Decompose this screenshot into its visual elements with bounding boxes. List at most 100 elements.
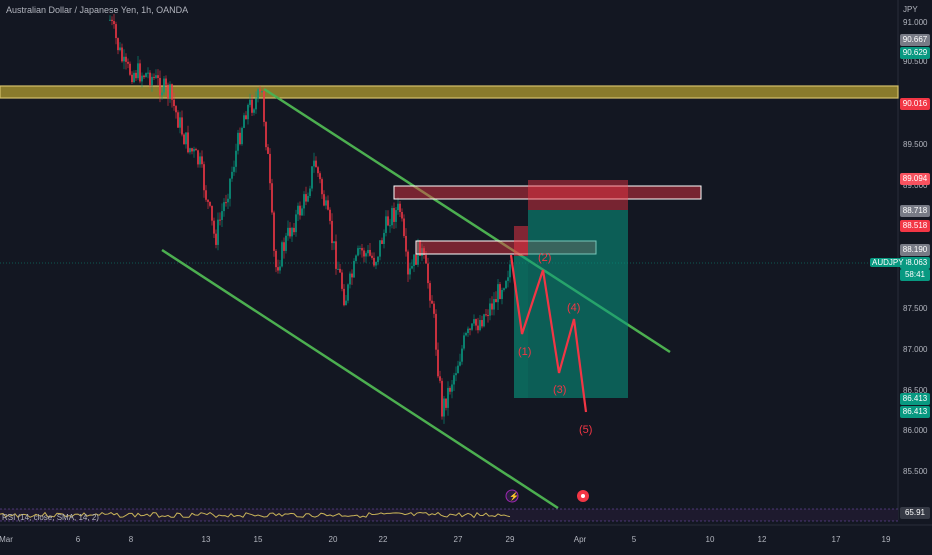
- candle-body: [311, 166, 313, 189]
- candle-body: [317, 167, 319, 174]
- candle-body: [355, 255, 357, 261]
- symbol-badge[interactable]: AUDJPY: [870, 258, 906, 267]
- lightning-event-icon[interactable]: [505, 489, 519, 503]
- candle-body: [331, 220, 333, 244]
- candle-body: [225, 202, 227, 204]
- price-tag: 86.413: [900, 393, 930, 405]
- candle-body: [285, 235, 287, 251]
- x-tick: 22: [378, 535, 388, 544]
- candle-body: [345, 300, 347, 306]
- candle-body: [155, 75, 157, 78]
- candle-body: [279, 266, 281, 271]
- wave-label-1: (1): [518, 346, 532, 358]
- x-tick: 5: [631, 535, 637, 544]
- candle-body: [423, 248, 425, 255]
- resistance-zone[interactable]: [0, 85, 899, 99]
- candle-body: [403, 218, 405, 236]
- candle-body: [495, 299, 497, 303]
- candle-body: [303, 194, 305, 209]
- candle-body: [265, 121, 267, 148]
- candle-body: [327, 200, 329, 210]
- y-tick: 91.000: [903, 18, 928, 27]
- candle-body: [237, 132, 239, 151]
- candle-body: [195, 149, 197, 151]
- candle-body: [141, 75, 143, 82]
- candle-body: [339, 268, 341, 273]
- candle-body: [213, 220, 215, 234]
- x-tick: 20: [328, 535, 338, 544]
- candle-body: [233, 166, 235, 172]
- candle-body: [483, 314, 485, 327]
- economic-event-dot-icon: [581, 494, 585, 498]
- candle-body: [457, 365, 459, 374]
- candle-body: [239, 132, 241, 145]
- price-tag: 88.718: [900, 205, 930, 217]
- x-tick: Apr: [573, 535, 587, 544]
- currency-label: JPY: [903, 5, 918, 14]
- x-tick: 6: [75, 535, 81, 544]
- x-tick: 27: [453, 535, 463, 544]
- candle-body: [461, 348, 463, 362]
- rsi-label[interactable]: RSI (14, close, SMA, 14, 2): [2, 513, 99, 522]
- candle-body: [305, 194, 307, 202]
- candle-body: [319, 173, 321, 180]
- price-tag: 89.094: [900, 173, 930, 185]
- y-tick: 87.500: [903, 304, 928, 313]
- candle-body: [343, 288, 345, 306]
- channel-lower-line[interactable]: [161, 248, 559, 510]
- candle-body: [493, 299, 495, 310]
- candle-body: [159, 77, 161, 96]
- candle-body: [145, 73, 147, 78]
- position-stop-zone[interactable]: [528, 180, 628, 210]
- elliott-wave-path[interactable]: [509, 254, 588, 413]
- candle-body: [419, 240, 421, 256]
- candle-body: [321, 179, 323, 195]
- candle-body: [427, 263, 429, 284]
- candle-body: [109, 19, 111, 21]
- x-tick: 10: [705, 535, 715, 544]
- candle-body: [185, 132, 187, 145]
- candle-body: [349, 273, 351, 285]
- price-tag: 88.063: [900, 257, 930, 269]
- candle-body: [129, 63, 131, 75]
- position-target-zone[interactable]: [528, 210, 628, 398]
- candle-body: [445, 398, 447, 408]
- candle-body: [453, 375, 455, 385]
- candle-body: [219, 219, 221, 221]
- candle-body: [203, 164, 205, 191]
- candle-body: [287, 227, 289, 236]
- candle-body: [499, 284, 501, 299]
- position2-stop-zone[interactable]: [514, 226, 528, 256]
- candle-body: [465, 333, 467, 336]
- candle-body: [257, 89, 259, 99]
- candle-body: [459, 361, 461, 366]
- candle-body: [171, 84, 173, 100]
- candle-body: [271, 183, 273, 213]
- candle-body: [111, 19, 113, 22]
- candle-body: [215, 233, 217, 245]
- candle-body: [191, 148, 193, 152]
- candle-body: [121, 47, 123, 62]
- candle-body: [127, 61, 129, 64]
- candle-body: [255, 98, 257, 110]
- x-tick: 8: [128, 535, 134, 544]
- candle-body: [165, 78, 167, 85]
- candle-body: [365, 253, 367, 257]
- candle-body: [309, 188, 311, 197]
- candle-body: [363, 250, 365, 257]
- candle-body: [509, 264, 511, 278]
- candle-body: [151, 76, 153, 86]
- candle-body: [115, 24, 117, 39]
- candle-body: [117, 38, 119, 51]
- candle-body: [437, 349, 439, 377]
- candle-body: [139, 63, 141, 82]
- candle-body: [433, 303, 435, 314]
- candle-body: [395, 210, 397, 222]
- candle-body: [221, 211, 223, 220]
- candle-body: [451, 384, 453, 392]
- candle-body: [261, 91, 263, 93]
- candle-body: [137, 63, 139, 79]
- supply-box-upper[interactable]: [393, 185, 702, 200]
